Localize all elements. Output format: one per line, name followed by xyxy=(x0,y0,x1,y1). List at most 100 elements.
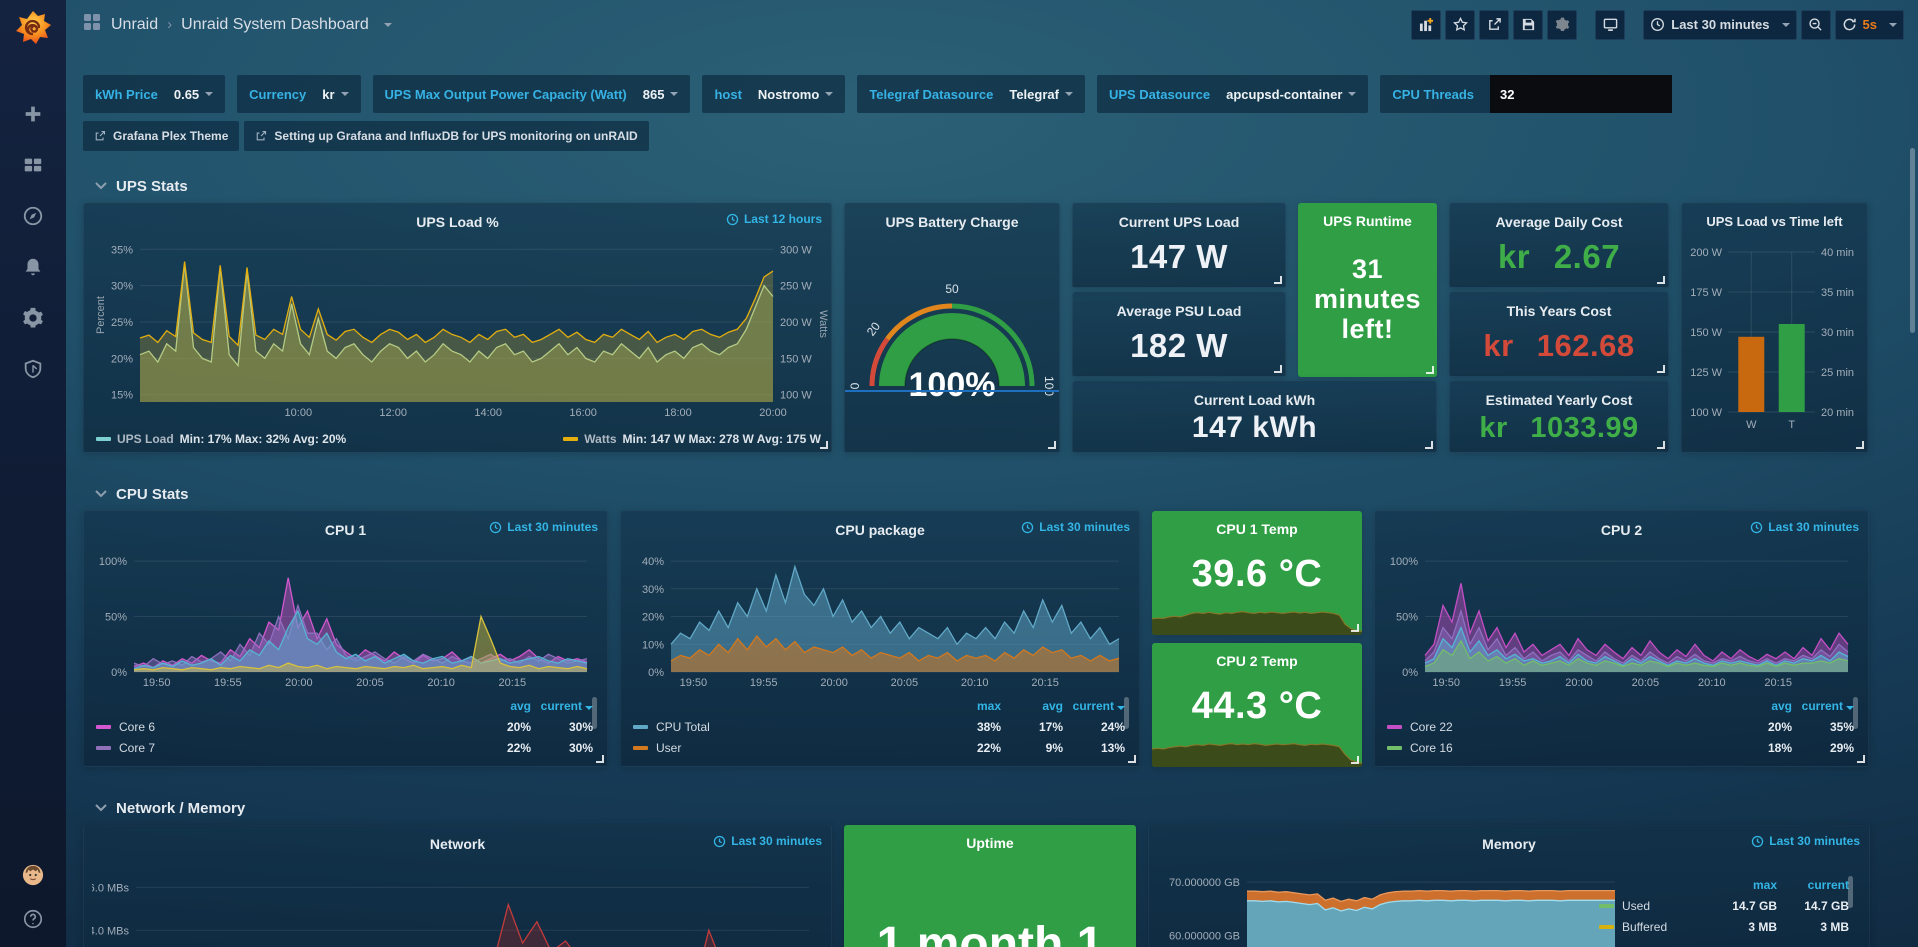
save-button[interactable] xyxy=(1513,10,1543,40)
top-navbar: Unraid › Unraid System Dashboard Last 30… xyxy=(66,0,1918,49)
stat-value: kr 162.68 xyxy=(1450,321,1668,376)
caret-down-icon xyxy=(341,92,349,96)
section-header-cpu-stats[interactable]: CPU Stats xyxy=(83,481,1872,507)
panel-time-range[interactable]: Last 30 minutes xyxy=(1750,520,1859,534)
variable-kwh-price[interactable]: kWh Price0.65 xyxy=(83,75,225,113)
variable-ups-max-output[interactable]: UPS Max Output Power Capacity (Watt)865 xyxy=(373,75,691,113)
memory-chart[interactable]: 70.000000 GB60.000000 GB50.000000 GB xyxy=(1155,860,1627,947)
panel-ups-load: UPS Load % Last 12 hours Percent Watts 3… xyxy=(83,203,832,453)
panel-time-range[interactable]: Last 30 minutes xyxy=(1751,834,1860,848)
share-button[interactable] xyxy=(1479,10,1509,40)
cpu2-chart[interactable]: 100%50%0%19:5019:5520:0020:0520:1020:15 xyxy=(1381,544,1860,690)
caret-down-icon[interactable] xyxy=(384,23,392,27)
cpu-threads-input[interactable] xyxy=(1490,75,1672,113)
panel-time-range[interactable]: Last 30 minutes xyxy=(489,520,598,534)
clock-icon xyxy=(1750,521,1763,534)
variable-host[interactable]: hostNostromo xyxy=(702,75,845,113)
svg-text:100 W: 100 W xyxy=(780,390,812,402)
dashboards-icon[interactable] xyxy=(21,153,45,177)
svg-text:20%: 20% xyxy=(111,353,133,365)
configuration-gear-icon[interactable] xyxy=(21,306,45,330)
alerting-bell-icon[interactable] xyxy=(21,255,45,279)
svg-text:300 W: 300 W xyxy=(780,244,812,256)
svg-text:20:05: 20:05 xyxy=(1632,677,1660,689)
svg-text:12:00: 12:00 xyxy=(379,407,407,419)
cpu-package-chart[interactable]: 40%30%20%10%0%19:5019:5520:0020:0520:102… xyxy=(627,544,1131,690)
section-header-network-memory[interactable]: Network / Memory xyxy=(83,795,1872,821)
clock-icon xyxy=(1751,835,1764,848)
svg-text:20:00: 20:00 xyxy=(1565,677,1593,689)
dashboard-settings-button[interactable] xyxy=(1547,10,1577,40)
server-admin-shield-icon[interactable] xyxy=(21,357,45,381)
caret-down-icon xyxy=(825,92,833,96)
svg-text:19:55: 19:55 xyxy=(1499,677,1527,689)
variable-currency[interactable]: Currencykr xyxy=(237,75,360,113)
help-icon[interactable] xyxy=(21,907,45,931)
svg-text:20%: 20% xyxy=(642,612,664,624)
caret-down-icon xyxy=(1889,23,1897,27)
svg-text:25 min: 25 min xyxy=(1821,367,1854,379)
y-axis-title-percent: Percent xyxy=(95,296,107,334)
explore-compass-icon[interactable] xyxy=(21,204,45,228)
zoom-out-button[interactable] xyxy=(1801,10,1831,40)
ups-load-chart[interactable]: 35%300 W30%250 W25%200 W20%150 W15%100 W… xyxy=(96,236,825,420)
stat-value: 31 minutes left! xyxy=(1298,231,1437,377)
cpu-package-legend: maxavgcurrentCPU Total38%17%24%User22%9%… xyxy=(633,695,1125,758)
dashboard-title[interactable]: Unraid System Dashboard xyxy=(181,16,369,34)
svg-text:19:50: 19:50 xyxy=(1432,677,1460,689)
breadcrumb-folder[interactable]: Unraid xyxy=(111,16,158,34)
refresh-button[interactable]: 5s xyxy=(1835,10,1904,40)
dashboard-links-row: Grafana Plex Theme Setting up Grafana an… xyxy=(83,121,1872,151)
legend-scrollbar-thumb[interactable] xyxy=(1848,876,1853,908)
dashboard-toolbar: Last 30 minutes 5s xyxy=(1411,10,1904,40)
load-vs-time-bar-chart[interactable]: 200 W40 min175 W35 min150 W30 min125 W25… xyxy=(1686,238,1863,446)
legend-scrollbar-thumb[interactable] xyxy=(592,697,597,729)
cpu2-legend: avgcurrentCore 2220%35%Core 1618%29% xyxy=(1387,695,1854,758)
clock-icon xyxy=(726,213,739,226)
page-scrollbar-thumb[interactable] xyxy=(1910,148,1915,333)
battery-gauge: 02050100100% xyxy=(845,232,1059,452)
svg-text:14:00: 14:00 xyxy=(474,407,502,419)
stat-value: 147 W xyxy=(1073,232,1285,287)
svg-text:20:05: 20:05 xyxy=(891,677,919,689)
svg-text:35%: 35% xyxy=(111,244,133,256)
panel-time-range[interactable]: Last 30 minutes xyxy=(1021,520,1130,534)
star-button[interactable] xyxy=(1445,10,1475,40)
variable-telegraf-datasource[interactable]: Telegraf DatasourceTelegraf xyxy=(857,75,1085,113)
panel-time-range[interactable]: Last 12 hours xyxy=(726,212,822,226)
panel-time-range[interactable]: Last 30 minutes xyxy=(713,834,822,848)
variable-ups-datasource[interactable]: UPS Datasourceapcupsd-container xyxy=(1097,75,1368,113)
legend-scrollbar-thumb[interactable] xyxy=(1124,697,1129,729)
apps-grid-icon[interactable] xyxy=(82,12,102,37)
section-header-ups-stats[interactable]: UPS Stats xyxy=(83,173,1872,199)
panel-cpu1-temp: CPU 1 Temp 39.6 °C xyxy=(1152,511,1362,635)
add-panel-button[interactable] xyxy=(1411,10,1441,40)
network-chart[interactable]: 6.0 MBs4.0 MBs2.0 MBs xyxy=(92,860,821,947)
svg-text:20:00: 20:00 xyxy=(759,407,787,419)
cpu-stats-row: CPU 1 Last 30 minutes 100%50%0%19:5019:5… xyxy=(83,511,1872,767)
panel-cpu2: CPU 2 Last 30 minutes 100%50%0%19:5019:5… xyxy=(1374,511,1869,767)
legend-scrollbar-thumb[interactable] xyxy=(1853,697,1858,729)
svg-text:20: 20 xyxy=(864,319,883,338)
svg-text:50%: 50% xyxy=(105,612,127,624)
time-range-picker[interactable]: Last 30 minutes xyxy=(1643,10,1796,40)
svg-text:150 W: 150 W xyxy=(1690,327,1722,339)
svg-text:60.000000 GB: 60.000000 GB xyxy=(1169,931,1240,943)
svg-text:70.000000 GB: 70.000000 GB xyxy=(1169,877,1240,889)
grafana-logo[interactable] xyxy=(12,8,54,50)
user-avatar[interactable] xyxy=(21,863,45,887)
svg-text:20:10: 20:10 xyxy=(961,677,989,689)
panel-ups-load-vs-time-left: UPS Load vs Time left 200 W40 min175 W35… xyxy=(1681,203,1868,453)
cpu1-chart[interactable]: 100%50%0%19:5019:5520:0020:0520:1020:15 xyxy=(90,544,599,690)
cpu1-legend: avgcurrentCore 620%30%Core 722%30% xyxy=(96,695,593,758)
link-grafana-plex-theme[interactable]: Grafana Plex Theme xyxy=(83,121,239,151)
panel-memory: Memory Last 30 minutes 70.000000 GB60.00… xyxy=(1148,825,1870,947)
cycle-view-button[interactable] xyxy=(1595,10,1625,40)
svg-text:40 min: 40 min xyxy=(1821,247,1854,259)
chevron-down-icon xyxy=(95,490,107,498)
add-icon[interactable] xyxy=(21,102,45,126)
template-variables-row: kWh Price0.65 Currencykr UPS Max Output … xyxy=(83,75,1872,113)
svg-text:20:10: 20:10 xyxy=(427,677,455,689)
network-memory-row: Network Last 30 minutes 6.0 MBs4.0 MBs2.… xyxy=(83,825,1872,947)
link-ups-monitoring-guide[interactable]: Setting up Grafana and InfluxDB for UPS … xyxy=(244,121,648,151)
